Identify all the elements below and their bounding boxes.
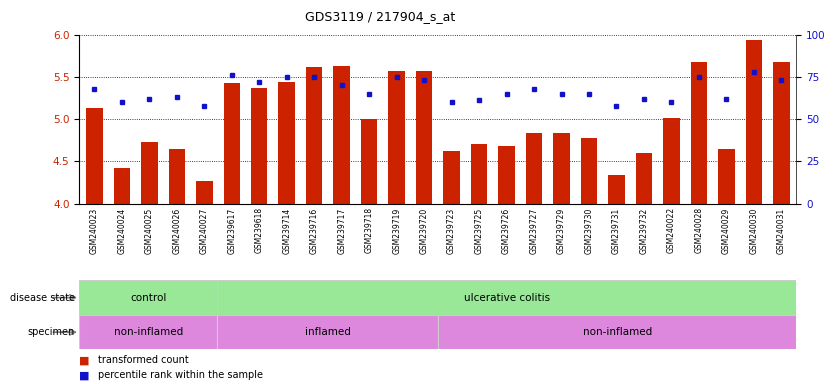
Bar: [251, 88, 268, 204]
Text: ulcerative colitis: ulcerative colitis: [464, 293, 550, 303]
Bar: [79, 280, 217, 315]
Text: GDS3119 / 217904_s_at: GDS3119 / 217904_s_at: [305, 10, 455, 23]
Bar: [636, 153, 652, 204]
Text: disease state: disease state: [10, 293, 75, 303]
Text: GSM239729: GSM239729: [557, 207, 566, 253]
Text: GSM239732: GSM239732: [640, 207, 649, 253]
Text: ■: ■: [79, 356, 90, 366]
Bar: [691, 61, 707, 204]
Bar: [389, 71, 404, 204]
Text: control: control: [130, 293, 166, 303]
Bar: [553, 133, 570, 204]
Text: GSM239731: GSM239731: [612, 207, 621, 253]
Bar: [773, 61, 790, 204]
Bar: [718, 149, 735, 204]
Bar: [416, 71, 432, 204]
Bar: [79, 315, 217, 349]
Text: GSM239617: GSM239617: [227, 207, 236, 253]
Text: GSM239717: GSM239717: [337, 207, 346, 253]
Text: GSM239730: GSM239730: [585, 207, 594, 254]
Text: GSM240029: GSM240029: [722, 207, 731, 253]
Bar: [608, 175, 625, 204]
Text: GSM240030: GSM240030: [750, 207, 758, 254]
Text: GSM240022: GSM240022: [667, 207, 676, 253]
Text: GSM239720: GSM239720: [420, 207, 429, 253]
Text: GSM240025: GSM240025: [145, 207, 153, 253]
Text: GSM239618: GSM239618: [254, 207, 264, 253]
Text: GSM239718: GSM239718: [364, 207, 374, 253]
Bar: [279, 82, 295, 204]
Bar: [217, 315, 438, 349]
Text: specimen: specimen: [28, 327, 75, 337]
Text: non-inflamed: non-inflamed: [113, 327, 183, 337]
Bar: [498, 146, 515, 204]
Text: non-inflamed: non-inflamed: [582, 327, 652, 337]
Text: inflamed: inflamed: [304, 327, 350, 337]
Text: GSM239723: GSM239723: [447, 207, 456, 253]
Bar: [196, 181, 213, 204]
Bar: [224, 83, 240, 204]
Text: GSM240031: GSM240031: [776, 207, 786, 253]
Text: GSM240027: GSM240027: [200, 207, 208, 253]
Text: transformed count: transformed count: [98, 356, 188, 366]
Bar: [306, 67, 323, 204]
Text: GSM239716: GSM239716: [309, 207, 319, 253]
Text: GSM240023: GSM240023: [90, 207, 99, 253]
Text: GSM240026: GSM240026: [173, 207, 181, 253]
Bar: [361, 119, 378, 204]
Bar: [444, 151, 460, 204]
Text: GSM239725: GSM239725: [475, 207, 484, 253]
Text: GSM239726: GSM239726: [502, 207, 511, 253]
Bar: [168, 149, 185, 204]
Text: percentile rank within the sample: percentile rank within the sample: [98, 370, 263, 381]
Bar: [334, 66, 350, 204]
Text: ■: ■: [79, 370, 90, 381]
Bar: [217, 280, 796, 315]
Bar: [580, 139, 597, 204]
Bar: [113, 168, 130, 204]
Text: GSM239714: GSM239714: [282, 207, 291, 253]
Bar: [663, 118, 680, 204]
Bar: [525, 133, 542, 204]
Text: GSM239727: GSM239727: [530, 207, 539, 253]
Text: GSM239719: GSM239719: [392, 207, 401, 253]
Bar: [746, 40, 762, 204]
Text: GSM240024: GSM240024: [118, 207, 126, 253]
Bar: [438, 315, 796, 349]
Bar: [471, 144, 487, 204]
Text: GSM240028: GSM240028: [695, 207, 703, 253]
Bar: [141, 142, 158, 204]
Bar: [86, 108, 103, 204]
